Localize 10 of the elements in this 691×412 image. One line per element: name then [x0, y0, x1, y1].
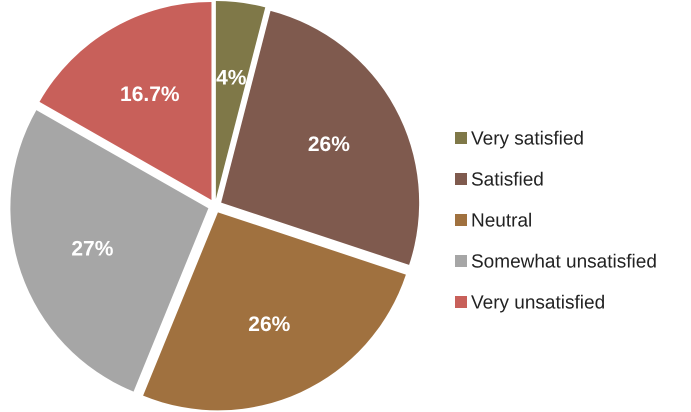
legend-label: Very satisfied	[471, 128, 584, 150]
legend-label: Neutral	[471, 210, 532, 232]
data-label: 27%	[71, 238, 114, 261]
data-label: 26%	[248, 313, 291, 336]
data-label: 4%	[216, 66, 247, 90]
data-label: 16.7%	[120, 83, 180, 106]
data-label: 26%	[308, 133, 350, 156]
legend-label: Somewhat unsatisfied	[471, 252, 657, 273]
legend-label: Satisfied	[471, 170, 544, 191]
legend-label: Very unsatisfied	[471, 292, 606, 314]
